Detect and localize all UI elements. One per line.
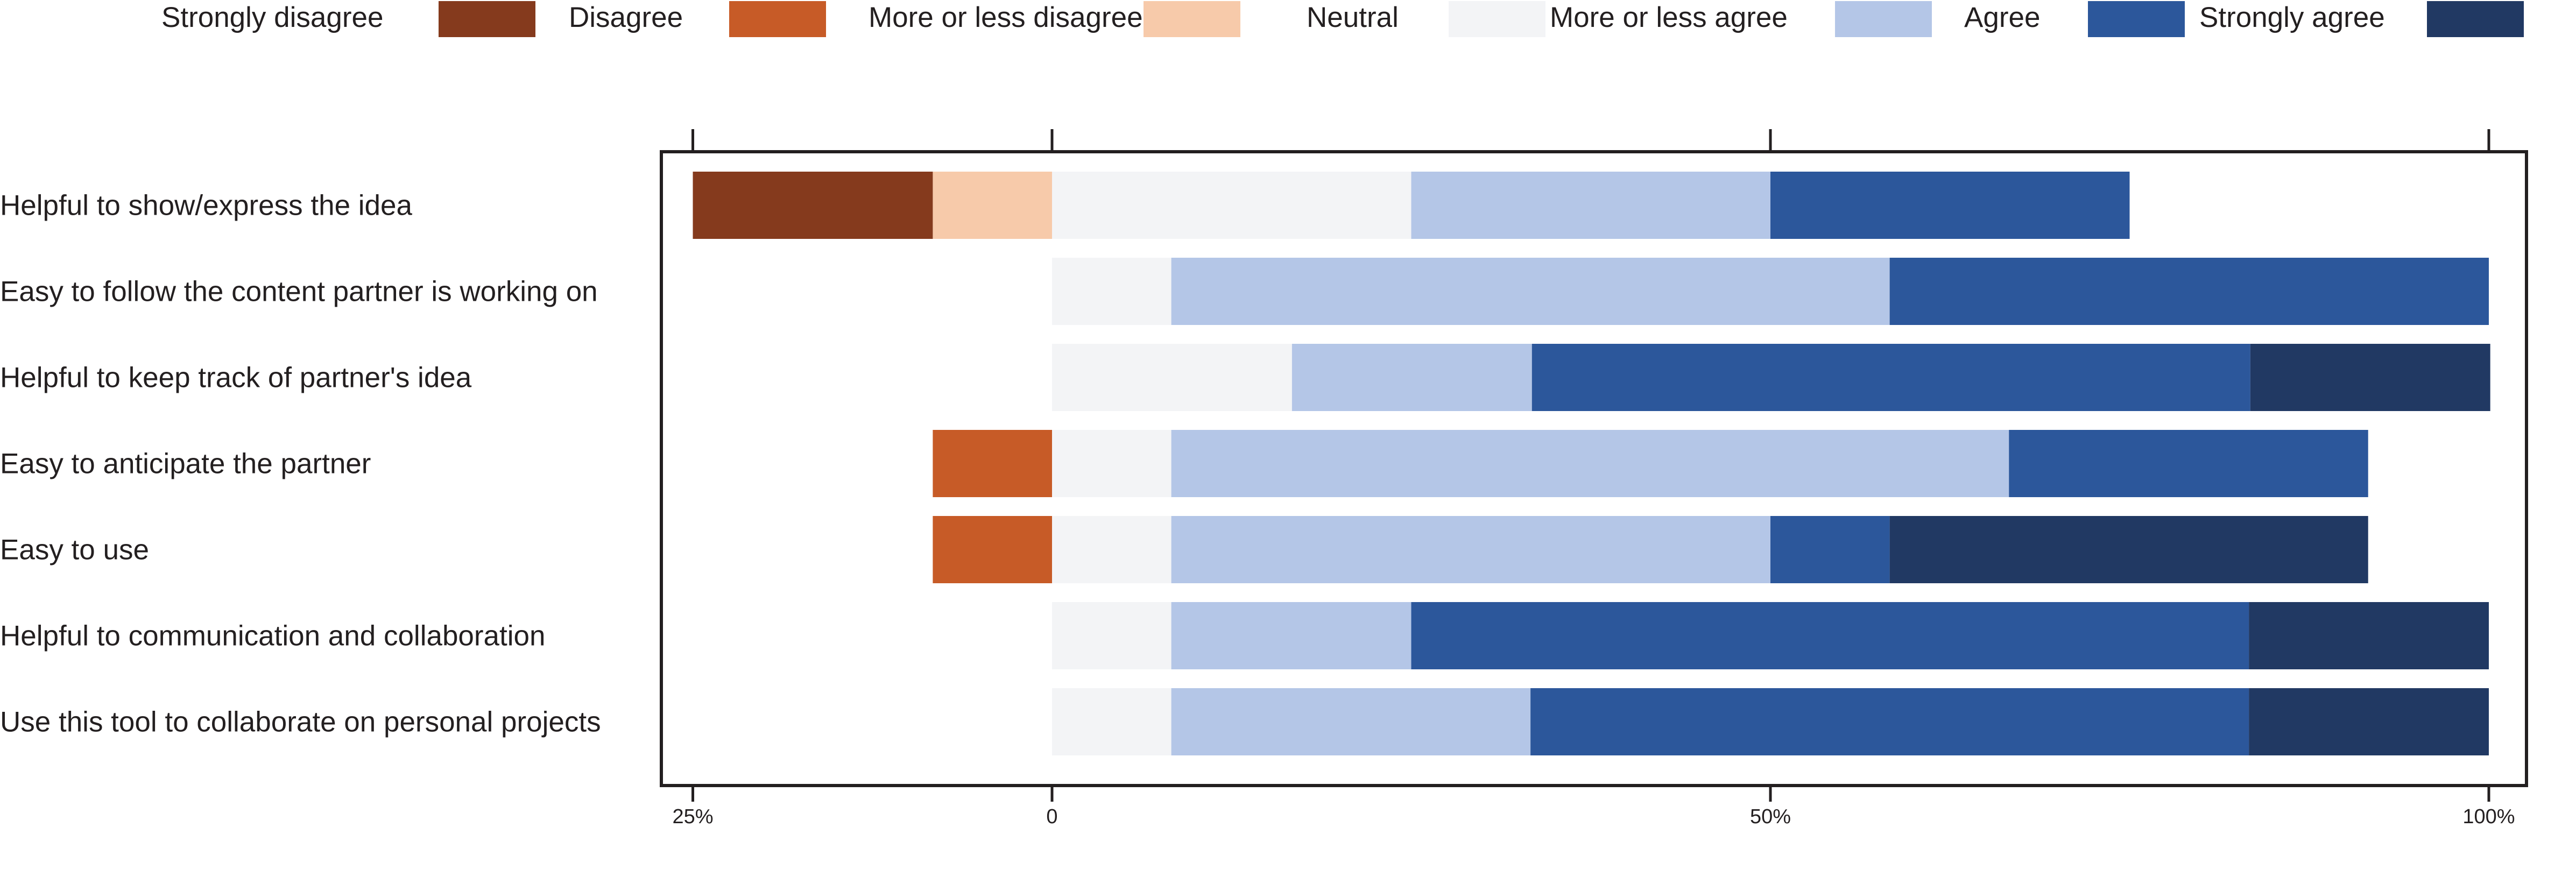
legend-label-strongly-agree: Strongly agree — [2199, 2, 2385, 33]
bar-segment-neutral — [1052, 258, 1171, 325]
x-tick-label: 50% — [1750, 805, 1791, 828]
legend-label-more-or-less-agree: More or less agree — [1550, 2, 1788, 33]
bar-segment-neutral — [1052, 430, 1171, 497]
bar-segment-more-or-less-agree — [1171, 602, 1411, 669]
legend-swatch-strongly-disagree — [439, 1, 535, 37]
bar-segment-neutral — [1052, 172, 1411, 239]
category-label: Helpful to keep track of partner's idea — [0, 362, 472, 394]
bar-segment-strongly-agree — [1889, 516, 2368, 583]
legend-swatch-more-or-less-agree — [1835, 1, 1932, 37]
bar-segment-more-or-less-agree — [1171, 516, 1770, 583]
legend-swatch-agree — [2088, 1, 2185, 37]
bar-segment-more-or-less-agree — [1171, 430, 2009, 497]
bar-segment-strongly-disagree — [693, 172, 933, 239]
bar-segment-agree — [1411, 602, 2249, 669]
bar-segment-agree — [1530, 688, 2249, 755]
category-label: Helpful to communication and collaborati… — [0, 620, 545, 652]
category-label: Helpful to show/express the idea — [0, 190, 413, 222]
bar-segment-agree — [1770, 516, 1890, 583]
legend-swatch-neutral — [1449, 1, 1545, 37]
plot-area: 25% 0 50% 100% — [660, 129, 2528, 828]
category-label: Easy to use — [0, 534, 149, 566]
bar-segment-neutral — [1052, 516, 1171, 583]
bar-segment-neutral — [1052, 688, 1171, 755]
category-label: Easy to anticipate the partner — [0, 448, 371, 480]
legend-label-strongly-disagree: Strongly disagree — [161, 2, 383, 33]
legend-label-more-or-less-disagree: More or less disagree — [869, 2, 1143, 33]
x-axis-ticks: 25% 0 50% 100% — [672, 129, 2515, 828]
category-label: Use this tool to collaborate on personal… — [0, 706, 601, 738]
x-tick-label: 25% — [672, 805, 713, 828]
bar-segment-strongly-agree — [2249, 602, 2489, 669]
bar-segment-agree — [1889, 258, 2489, 325]
bar-segment-strongly-agree — [2250, 344, 2490, 411]
bar-segment-more-or-less-agree — [1171, 688, 1531, 755]
bar-segment-agree — [1532, 344, 2250, 411]
bar-segment-more-or-less-agree — [1411, 172, 1770, 239]
legend-label-disagree: Disagree — [569, 2, 683, 33]
bar-segment-agree — [2009, 430, 2368, 497]
category-label: Easy to follow the content partner is wo… — [0, 276, 598, 308]
bar-segment-strongly-agree — [2249, 688, 2489, 755]
x-tick-label: 0 — [1046, 805, 1057, 828]
x-tick-label: 100% — [2462, 805, 2515, 828]
bar-segment-agree — [1770, 172, 2130, 239]
bar-segment-more-or-less-disagree — [933, 172, 1052, 239]
plot-frame — [660, 150, 2528, 787]
legend-label-neutral: Neutral — [1307, 2, 1399, 33]
bar-segment-more-or-less-agree — [1291, 344, 1532, 411]
legend-label-agree: Agree — [1964, 2, 2040, 33]
category-labels: Helpful to show/express the idea Easy to … — [0, 190, 601, 738]
bar-segment-neutral — [1052, 602, 1171, 669]
bar-segment-more-or-less-agree — [1171, 258, 1890, 325]
legend-swatch-disagree — [729, 1, 826, 37]
bar-segment-disagree — [933, 516, 1052, 583]
bar-segment-disagree — [933, 430, 1052, 497]
legend: Strongly disagree Disagree More or less di… — [161, 1, 2524, 37]
legend-swatch-strongly-agree — [2427, 1, 2524, 37]
legend-swatch-more-or-less-disagree — [1144, 1, 1240, 37]
bars — [693, 172, 2490, 755]
bar-segment-neutral — [1052, 344, 1292, 411]
